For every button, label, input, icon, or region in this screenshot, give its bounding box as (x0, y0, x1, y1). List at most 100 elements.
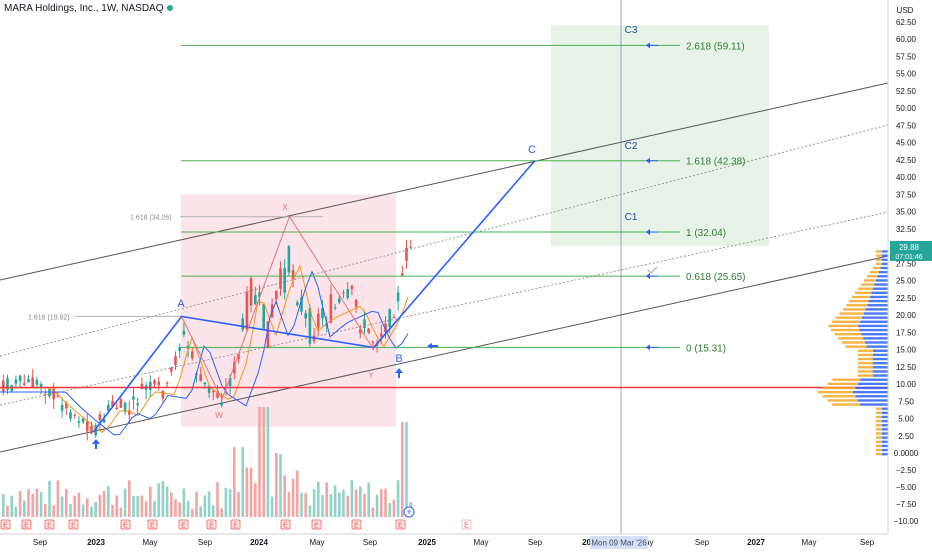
volume-bar (2, 494, 5, 517)
volume-bar (346, 495, 349, 517)
volume-bar (363, 493, 366, 517)
volume-bar (94, 501, 97, 517)
volume-bar (14, 506, 18, 517)
candle-body (136, 403, 139, 406)
candle-body (207, 385, 211, 393)
profile-bar-up (873, 370, 888, 373)
volume-bar (60, 496, 64, 517)
candle-body (212, 390, 215, 393)
small-fib-label: 1.618 (19.82) (28, 314, 70, 321)
volume-bar (6, 505, 9, 517)
time-tick: 2025 (418, 538, 436, 547)
volume-bar (270, 496, 274, 517)
wave-label-a: A (177, 298, 185, 310)
candle-body (149, 381, 152, 391)
profile-bar-up (866, 345, 888, 348)
earnings-label: E (464, 523, 469, 530)
profile-bar-down (870, 270, 879, 274)
profile-bar-down (835, 316, 862, 319)
candle-body (140, 383, 144, 389)
profile-bar-up (868, 299, 888, 303)
candle-body (52, 388, 55, 400)
volume-bar (31, 494, 34, 517)
volume-bar (380, 489, 383, 517)
profile-bar-up (860, 378, 888, 381)
earnings-icon (206, 519, 217, 530)
volume-bars (2, 407, 412, 517)
volume-bar (359, 486, 362, 517)
wave-label-b: B (395, 353, 402, 365)
profile-bar-down (876, 407, 882, 410)
time-tick: May (801, 538, 816, 547)
volume-bar (195, 491, 198, 517)
symbol-title: MARA Holdings, Inc., 1W, NASDAQ (4, 3, 164, 14)
candle-body (275, 291, 278, 300)
candle-body (98, 414, 102, 420)
price-tick: −10.00 (894, 517, 919, 526)
price-tick: 5.00 (898, 415, 914, 424)
earnings-icon (0, 519, 11, 530)
earnings-icon (178, 519, 189, 530)
profile-bar-up (882, 432, 888, 435)
earnings-icon (351, 519, 362, 530)
candle-body (237, 353, 240, 360)
volume-bar (228, 489, 232, 517)
profile-bar-down (876, 432, 882, 435)
volume-bar (237, 492, 240, 517)
candle-body (60, 405, 64, 411)
candle-body (111, 400, 114, 406)
earnings-icon (21, 519, 32, 530)
profile-bar-up (882, 448, 888, 452)
moving-average-orange (0, 264, 409, 434)
time-tick: Sep (198, 538, 213, 547)
profile-bar-up (882, 262, 888, 266)
profile-bar-up (855, 395, 888, 398)
volume-bar (279, 453, 282, 517)
profile-bar-up (863, 312, 888, 315)
volume-bar (308, 505, 312, 517)
candle-body (77, 421, 81, 423)
earnings-icon (395, 519, 406, 530)
time-tick: Sep (860, 538, 875, 547)
candle-body (199, 374, 202, 381)
volume-bar (35, 488, 39, 517)
candle-body (254, 295, 257, 305)
candle-body (23, 383, 26, 386)
price-tick: 45.00 (896, 139, 917, 148)
price-tick: 32.50 (896, 225, 917, 234)
volume-bar (149, 486, 152, 517)
volume-bar (73, 495, 76, 517)
volume-bar (249, 467, 253, 517)
price-tick: 52.50 (896, 87, 917, 96)
volume-bar (161, 481, 165, 517)
price-tick: 20.00 (896, 311, 917, 320)
profile-bar-down (858, 357, 873, 361)
fib-label: 0 (15.31) (686, 343, 726, 354)
profile-bar-up (870, 295, 888, 299)
price-tick: 42.50 (896, 156, 917, 165)
volume-bar (367, 482, 370, 517)
price-tick: 50.00 (896, 104, 917, 113)
volume-bar (123, 488, 127, 517)
candle-body (350, 285, 354, 290)
profile-bar-up (882, 250, 888, 253)
candle-body (388, 309, 391, 327)
candle-body (90, 426, 93, 434)
earnings-icon (461, 519, 472, 530)
profile-bar-up (860, 403, 888, 406)
time-tick: Sep (528, 538, 543, 547)
candle-body (359, 328, 362, 334)
current-price-badge (890, 240, 932, 261)
earnings-icon (280, 519, 291, 530)
candle-body (262, 304, 265, 329)
profile-bar-up (882, 436, 888, 439)
fib-arrow-head (646, 157, 650, 164)
fib-label: 1.618 (42.38) (686, 157, 746, 168)
price-tick: 22.50 (896, 294, 917, 303)
fib-label: 2.618 (59.11) (686, 41, 745, 52)
candle-body (153, 380, 156, 385)
volume-bar (44, 503, 47, 517)
profile-bar-down (838, 337, 864, 340)
